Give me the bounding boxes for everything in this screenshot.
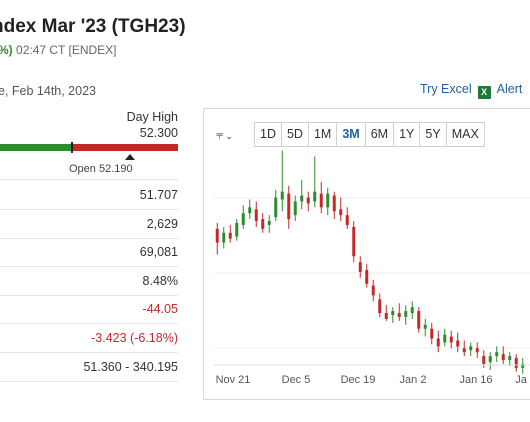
chart-panel <box>203 108 530 400</box>
quote-date: e, Feb 14th, 2023 <box>0 84 96 98</box>
stat-row: -3.423 (-6.18%) <box>0 324 178 353</box>
candle-body <box>287 193 291 220</box>
timeframe-1y-button[interactable]: 1Y <box>393 122 421 147</box>
candle-body <box>222 232 226 243</box>
page-title: ndex Mar '23 (TGH23) <box>0 16 186 37</box>
stat-row: 8.48% <box>0 267 178 296</box>
day-high-label: Day High <box>126 110 178 124</box>
range-down-segment <box>72 144 178 151</box>
stat-row: 51.707 <box>0 181 178 210</box>
candle-body <box>521 363 525 368</box>
candle-body <box>449 336 453 343</box>
stat-row: 2,629 <box>0 210 178 239</box>
candle-body <box>280 191 284 200</box>
timeframe-1m-button[interactable]: 1M <box>307 122 338 147</box>
candle-body <box>514 358 518 368</box>
candle-body <box>306 197 310 204</box>
stat-value: 51.707 <box>139 188 178 202</box>
action-links: Try Excel X Alert <box>420 82 522 99</box>
candle-body <box>378 299 382 314</box>
try-excel-link[interactable]: Try Excel <box>420 82 472 96</box>
candle-body <box>228 232 232 239</box>
day-range-bar <box>0 142 178 153</box>
candle-body <box>293 201 297 216</box>
timeframe-3m-button[interactable]: 3M <box>336 122 366 147</box>
candle-body <box>267 221 271 225</box>
candle-body <box>319 193 323 208</box>
candle-body <box>423 324 427 329</box>
stat-value: -3.423 (-6.18%) <box>91 331 178 345</box>
candle-body <box>358 262 362 272</box>
candle-body <box>261 219 265 229</box>
candle-body <box>365 269 369 284</box>
candle-body <box>300 195 304 202</box>
candlestick-icon: ⫧ <box>216 127 224 142</box>
timeframe-selector: 1D 5D 1M 3M 6M 1Y 5Y MAX <box>254 122 485 147</box>
candle-body <box>352 226 356 257</box>
excel-icon[interactable]: X <box>477 86 491 99</box>
candle-body <box>248 207 252 214</box>
quote-time: 02:47 CT [ENDEX] <box>16 43 117 57</box>
candle-body <box>430 328 434 339</box>
open-marker-icon <box>125 154 135 160</box>
candle-body <box>495 352 499 357</box>
candle-body <box>384 313 388 319</box>
candle-body <box>313 191 317 202</box>
x-tick-label: Jan 16 <box>459 374 492 386</box>
candle-body <box>488 356 492 362</box>
candle-body <box>339 209 343 216</box>
candle-body <box>215 228 219 243</box>
x-tick-label: Jan 2 <box>400 374 427 386</box>
open-label: Open 52.190 <box>69 163 133 175</box>
stat-value: 69,081 <box>139 245 178 260</box>
day-high-value: 52.300 <box>139 126 178 140</box>
stat-value: -44.05 <box>142 302 178 317</box>
stat-row: 69,081 <box>0 238 178 268</box>
candle-body <box>274 197 278 218</box>
x-tick-label: Dec 5 <box>282 374 311 386</box>
candle-body <box>469 346 473 351</box>
candle-body <box>391 311 395 316</box>
candle-body <box>501 354 505 361</box>
candle-body <box>326 193 330 208</box>
candle-body <box>397 313 401 317</box>
stat-row: -44.05 <box>0 295 178 325</box>
x-tick-label: Ja <box>515 374 528 386</box>
candle-body <box>235 222 239 237</box>
candle-body <box>241 213 245 225</box>
candle-body <box>456 340 460 347</box>
alerts-link[interactable]: Alert <box>496 82 523 96</box>
candle-body <box>371 285 375 296</box>
stat-row: 51.360 - 340.195 <box>0 353 178 382</box>
candle-body <box>482 356 486 364</box>
candle-body <box>345 215 349 225</box>
timeframe-max-button[interactable]: MAX <box>445 122 485 147</box>
candle-body <box>404 311 408 317</box>
candle-body <box>410 307 414 314</box>
candle-body <box>417 311 421 329</box>
candle-body <box>462 348 466 353</box>
change-percent: %) <box>0 43 13 57</box>
x-tick-label: Nov 21 <box>216 374 251 386</box>
stat-value: 51.360 - 340.195 <box>83 359 178 374</box>
candle-body <box>436 338 440 347</box>
divider <box>0 179 178 180</box>
candle-body <box>254 209 258 222</box>
stat-value: 8.48% <box>142 273 178 288</box>
quote-subline: %) 02:47 CT [ENDEX] <box>0 43 117 57</box>
candle-body <box>332 195 336 212</box>
chart-type-button[interactable]: ⫧ ⌄ <box>216 122 250 147</box>
candle-body <box>508 356 512 361</box>
range-up-segment <box>0 144 72 151</box>
chevron-down-icon: ⌄ <box>225 131 233 141</box>
candle-body <box>443 334 447 343</box>
candle-body <box>475 348 479 353</box>
range-last-marker <box>71 142 73 153</box>
x-tick-label: Dec 19 <box>341 374 376 386</box>
stat-value: 2,629 <box>146 216 178 231</box>
